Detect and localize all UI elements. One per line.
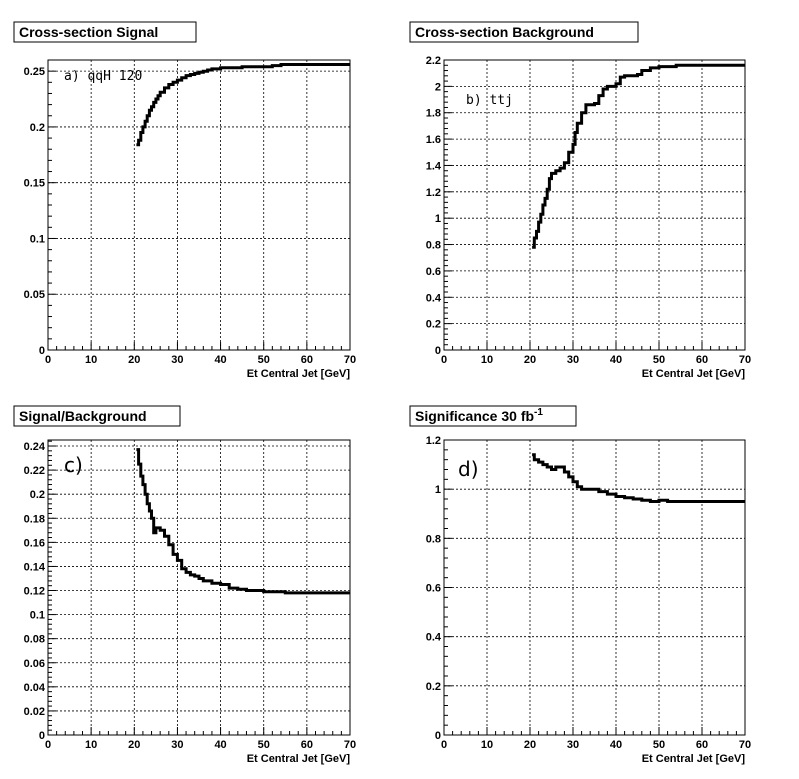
y-tick-label: 0.02 — [24, 706, 45, 718]
y-tick-label: 1.4 — [426, 160, 442, 172]
x-tick-label: 70 — [344, 354, 356, 366]
x-tick-label: 10 — [481, 739, 493, 751]
x-axis-label: Et Central Jet [GeV] — [642, 753, 746, 765]
x-tick-label: 50 — [258, 354, 270, 366]
x-tick-label: 30 — [567, 354, 579, 366]
series-line — [136, 63, 350, 147]
chart-title-superscript: -1 — [534, 407, 543, 418]
x-axis-label: Et Central Jet [GeV] — [642, 368, 746, 380]
y-tick-label: 0.25 — [24, 66, 45, 78]
y-tick-label: 0.8 — [426, 240, 441, 252]
chart-title: Signal/Background — [19, 408, 147, 424]
y-tick-label: 0 — [39, 345, 45, 357]
x-tick-label: 60 — [696, 354, 708, 366]
y-tick-label: 0.8 — [426, 533, 441, 545]
y-tick-label: 0.6 — [426, 266, 441, 278]
chart-title-box — [409, 21, 639, 43]
x-tick-label: 20 — [128, 739, 140, 751]
y-tick-label: 0.2 — [30, 122, 45, 134]
y-tick-label: 0.16 — [24, 537, 45, 549]
chart-annotation: c) — [64, 453, 83, 477]
y-tick-label: 0.08 — [24, 634, 45, 646]
y-tick-label: 1.2 — [426, 187, 441, 199]
x-tick-label: 20 — [524, 354, 536, 366]
x-tick-label: 60 — [301, 739, 313, 751]
x-tick-label: 70 — [739, 739, 751, 751]
y-tick-label: 0 — [435, 345, 441, 357]
y-tick-label: 0.12 — [24, 586, 45, 598]
x-tick-label: 30 — [171, 354, 183, 366]
x-tick-label: 10 — [481, 354, 493, 366]
plot-frame — [443, 59, 746, 351]
x-tick-label: 30 — [171, 739, 183, 751]
chart-annotation: d) — [458, 457, 479, 481]
y-tick-label: 1.6 — [426, 134, 441, 146]
x-tick-label: 40 — [610, 354, 622, 366]
y-tick-label: 1.2 — [426, 435, 441, 447]
chart-annotation: b) ttj — [466, 93, 513, 108]
x-tick-label: 10 — [85, 739, 97, 751]
y-tick-label: 0.05 — [24, 289, 45, 301]
x-tick-label: 70 — [739, 354, 751, 366]
x-tick-label: 50 — [653, 739, 665, 751]
x-tick-label: 50 — [258, 739, 270, 751]
x-tick-label: 10 — [85, 354, 97, 366]
y-tick-label: 1.8 — [426, 108, 441, 120]
chart-title: Cross-section Signal — [19, 24, 158, 40]
x-axis-label: Et Central Jet [GeV] — [247, 368, 351, 380]
x-tick-label: 30 — [567, 739, 579, 751]
plot-frame — [47, 59, 351, 351]
chart-title-box — [13, 21, 197, 43]
y-tick-label: 0.18 — [24, 513, 45, 525]
y-tick-label: 0 — [435, 730, 441, 742]
x-tick-label: 0 — [45, 354, 51, 366]
x-tick-label: 40 — [610, 739, 622, 751]
y-tick-label: 0.14 — [24, 561, 46, 573]
x-tick-label: 40 — [214, 354, 226, 366]
x-tick-label: 20 — [524, 739, 536, 751]
x-tick-label: 0 — [441, 739, 447, 751]
chart-panel-1: Cross-section Signal 0 10 20 30 40 50 60 70 0 0.05… — [13, 21, 356, 380]
y-tick-label: 2.2 — [426, 55, 441, 67]
y-tick-label: 0.06 — [24, 658, 45, 670]
x-tick-label: 40 — [214, 739, 226, 751]
x-tick-label: 60 — [696, 739, 708, 751]
y-tick-label: 1 — [435, 213, 441, 225]
y-tick-label: 0.4 — [426, 632, 442, 644]
y-tick-label: 1 — [435, 484, 441, 496]
chart-panel-3: Signal/Background 0 10 20 30 40 50 60 70 0 0.02 0.0… — [13, 405, 356, 765]
series-line — [532, 453, 745, 503]
y-tick-label: 0.04 — [24, 682, 46, 694]
chart-title-box — [13, 405, 181, 427]
x-axis-label: Et Central Jet [GeV] — [247, 753, 351, 765]
plot-frame — [47, 439, 351, 736]
y-tick-label: 0.1 — [30, 233, 45, 245]
chart-title: Significance 30 fb-1 — [415, 407, 543, 424]
chart-title-box — [409, 405, 577, 427]
y-tick-label: 0 — [39, 730, 45, 742]
series-line — [532, 63, 745, 249]
x-tick-label: 60 — [301, 354, 313, 366]
chart-title: Cross-section Background — [415, 24, 594, 40]
x-tick-label: 0 — [45, 739, 51, 751]
y-tick-label: 0.1 — [30, 610, 45, 622]
y-tick-label: 0.24 — [24, 441, 46, 453]
y-tick-label: 0.2 — [30, 489, 45, 501]
series-line — [136, 448, 350, 595]
x-tick-label: 50 — [653, 354, 665, 366]
x-tick-label: 0 — [441, 354, 447, 366]
chart-annotation: a) qqH 120 — [64, 69, 142, 84]
y-tick-label: 0.2 — [426, 319, 441, 331]
chart-panel-4: Significance 30 fb-1 0 10 20 30 40 50 60 70 0 0.2 0… — [409, 405, 751, 765]
y-tick-label: 0.15 — [24, 178, 45, 190]
y-tick-label: 0.2 — [426, 681, 441, 693]
y-tick-label: 2 — [435, 81, 441, 93]
y-tick-label: 0.6 — [426, 583, 441, 595]
x-tick-label: 70 — [344, 739, 356, 751]
y-tick-label: 0.22 — [24, 465, 45, 477]
x-tick-label: 20 — [128, 354, 140, 366]
y-tick-label: 0.4 — [426, 292, 442, 304]
